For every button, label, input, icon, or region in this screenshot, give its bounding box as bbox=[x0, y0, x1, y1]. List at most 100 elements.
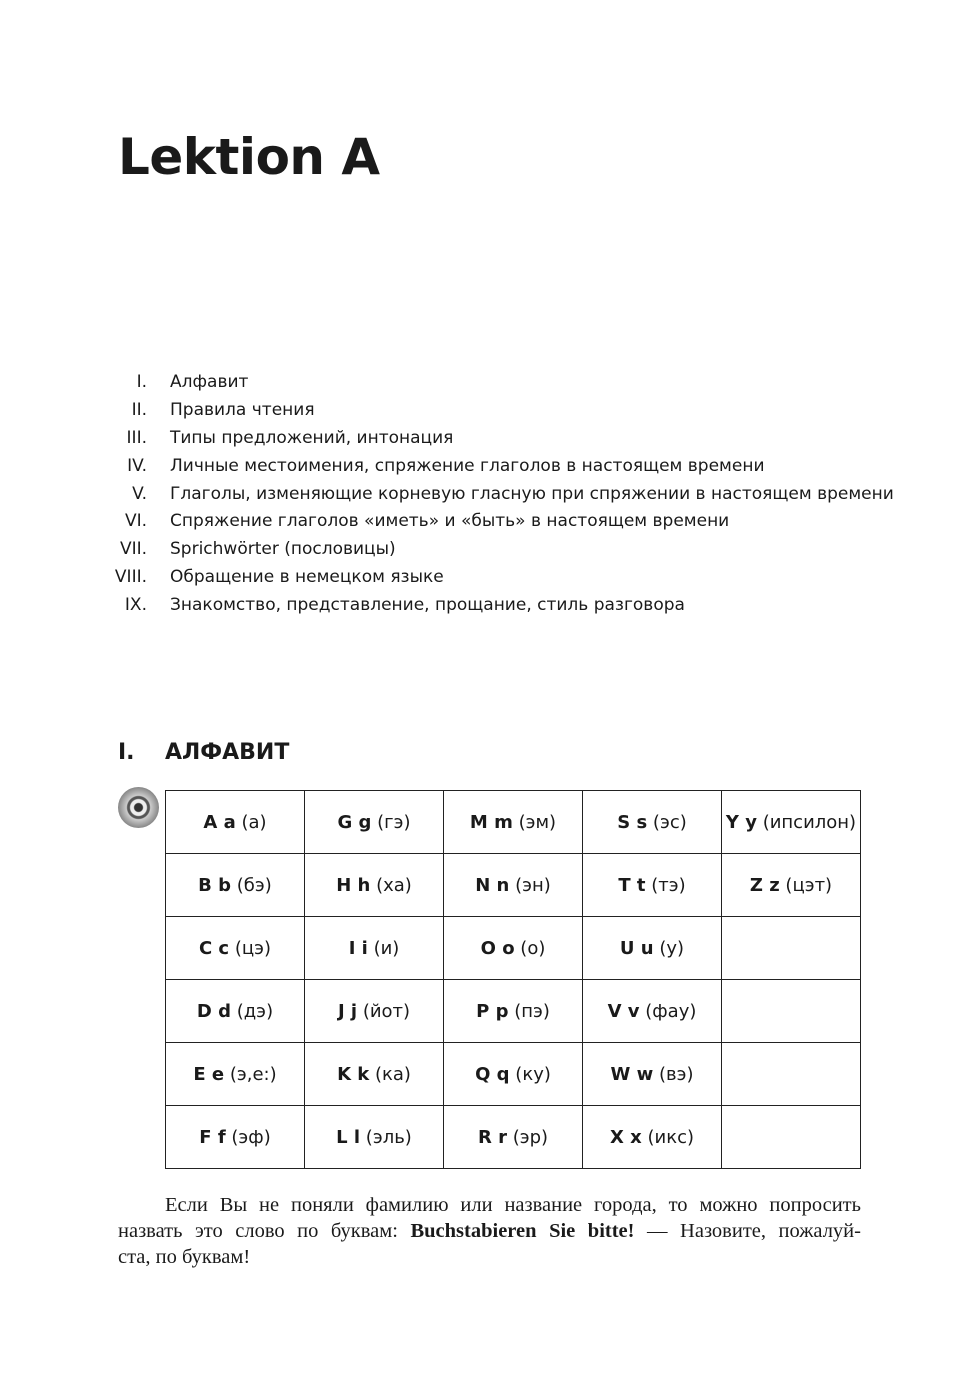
letter-cell bbox=[721, 916, 861, 980]
toc-item: VIII. Обращение в немецком языке bbox=[100, 563, 894, 591]
text: назвать это слово по буквам: bbox=[118, 1220, 411, 1242]
letter-cell: V v (фау) bbox=[582, 979, 722, 1043]
letter: V v bbox=[607, 1000, 640, 1022]
toc-item: III. Типы предложений, интонация bbox=[100, 424, 894, 452]
letter-cell: J j (йот) bbox=[304, 979, 444, 1043]
table-row: B b (бэ) H h (ха) N n (эн) T t (тэ) Z z (цэт… bbox=[165, 853, 861, 917]
letter-cell: M m (эм) bbox=[443, 790, 583, 854]
toc-number: II. bbox=[131, 399, 147, 420]
letter-cell bbox=[721, 979, 861, 1043]
letter-cell: I i (и) bbox=[304, 916, 444, 980]
letter-cell: K k (ка) bbox=[304, 1042, 444, 1106]
pronunciation: (ка) bbox=[374, 1063, 411, 1085]
pronunciation: (и) bbox=[373, 937, 400, 959]
letter-cell: S s (эс) bbox=[582, 790, 722, 854]
letter: A a bbox=[203, 811, 236, 833]
section-number: I. bbox=[118, 740, 135, 765]
toc-number: III. bbox=[126, 427, 147, 448]
letter-cell: U u (у) bbox=[582, 916, 722, 980]
toc-item: VI. Спряжение глаголов «иметь» и «быть» в… bbox=[100, 507, 894, 535]
table-row: D d (дэ) J j (йот) P p (пэ) V v (фау) bbox=[165, 979, 861, 1043]
pronunciation: (эм) bbox=[518, 811, 557, 833]
pronunciation: (ку) bbox=[515, 1063, 551, 1085]
pronunciation: (ха) bbox=[376, 874, 412, 896]
toc-text: Личные местоимения, спряжение глаголов в… bbox=[170, 455, 765, 476]
letter-cell: D d (дэ) bbox=[165, 979, 305, 1043]
letter: S s bbox=[617, 811, 648, 833]
letter: X x bbox=[609, 1126, 642, 1148]
letter-cell: C c (цэ) bbox=[165, 916, 305, 980]
table-row: F f (эф) L l (эль) R r (эр) X x (икс) bbox=[165, 1105, 861, 1169]
letter: Q q bbox=[475, 1063, 510, 1085]
toc-text: Обращение в немецком языке bbox=[170, 567, 444, 588]
text: — Назовите, пожалуй- bbox=[634, 1220, 861, 1242]
letter-cell: R r (эр) bbox=[443, 1105, 583, 1169]
letter: E e bbox=[193, 1063, 225, 1085]
letter: O o bbox=[480, 937, 515, 959]
letter-cell: E e (э,е:) bbox=[165, 1042, 305, 1106]
toc-text: Знакомство, представление, прощание, сти… bbox=[170, 595, 685, 616]
letter: K k bbox=[337, 1063, 370, 1085]
toc-number: VIII. bbox=[114, 567, 147, 588]
toc-item: II. Правила чтения bbox=[100, 396, 894, 424]
toc-number: VII. bbox=[119, 539, 147, 560]
table-row: C c (цэ) I i (и) O o (о) U u (у) bbox=[165, 916, 861, 980]
toc-text: Sprichwörter (пословицы) bbox=[170, 539, 396, 560]
page-title: Lektion A bbox=[118, 128, 380, 186]
toc-number: I. bbox=[136, 371, 147, 392]
letter-cell: Q q (ку) bbox=[443, 1042, 583, 1106]
letter-cell: G g (гэ) bbox=[304, 790, 444, 854]
letter-cell: N n (эн) bbox=[443, 853, 583, 917]
letter-cell: W w (вэ) bbox=[582, 1042, 722, 1106]
section-title: АЛФАВИТ bbox=[165, 740, 290, 765]
alphabet-table: A a (а) G g (гэ) M m (эм) S s (эс) Y y (ипси… bbox=[165, 790, 861, 1169]
letter: Z z bbox=[749, 874, 780, 896]
letter: I i bbox=[348, 937, 368, 959]
letter-cell: F f (эф) bbox=[165, 1105, 305, 1169]
toc-text: Типы предложений, интонация bbox=[170, 427, 454, 448]
pronunciation: (йот) bbox=[362, 1000, 411, 1022]
letter: N n bbox=[475, 874, 510, 896]
letter-cell: T t (тэ) bbox=[582, 853, 722, 917]
letter: C c bbox=[198, 937, 230, 959]
section-heading: I. АЛФАВИТ bbox=[118, 740, 289, 765]
letter: R r bbox=[477, 1126, 507, 1148]
letter-cell: B b (бэ) bbox=[165, 853, 305, 917]
toc-text: Глаголы, изменяющие корневую гласную при… bbox=[170, 483, 894, 504]
pronunciation: (фау) bbox=[645, 1000, 697, 1022]
pronunciation: (бэ) bbox=[236, 874, 272, 896]
letter: P p bbox=[476, 1000, 509, 1022]
toc-text: Спряжение глаголов «иметь» и «быть» в на… bbox=[170, 511, 730, 532]
pronunciation: (а) bbox=[241, 811, 267, 833]
pronunciation: (о) bbox=[520, 937, 546, 959]
letter-cell: Z z (цэт) bbox=[721, 853, 861, 917]
letter: D d bbox=[196, 1000, 231, 1022]
pronunciation: (эс) bbox=[652, 811, 687, 833]
toc-item: VII. Sprichwörter (пословицы) bbox=[100, 535, 894, 563]
pronunciation: (эль) bbox=[365, 1126, 412, 1148]
letter-cell: X x (икс) bbox=[582, 1105, 722, 1169]
table-row: E e (э,е:) K k (ка) Q q (ку) W w (вэ) bbox=[165, 1042, 861, 1106]
pronunciation: (э,е:) bbox=[229, 1063, 277, 1085]
letter: W w bbox=[610, 1063, 654, 1085]
letter: M m bbox=[469, 811, 513, 833]
toc-number: V. bbox=[132, 483, 147, 504]
paragraph-line: ста, по буквам! bbox=[118, 1246, 251, 1268]
pronunciation: (ипсилон) bbox=[762, 811, 857, 833]
toc-item: IX. Знакомство, представление, прощание, … bbox=[100, 591, 894, 619]
table-of-contents: I. Алфавит II. Правила чтения III. Типы предл… bbox=[100, 368, 894, 619]
toc-item: I. Алфавит bbox=[100, 368, 894, 396]
paragraph-line: Если Вы не поняли фамилию или название г… bbox=[165, 1194, 861, 1216]
letter: T t bbox=[618, 874, 646, 896]
toc-number: IV. bbox=[127, 455, 147, 476]
letter: Y y bbox=[725, 811, 757, 833]
toc-item: V. Глаголы, изменяющие корневую гласную п… bbox=[100, 480, 894, 508]
toc-text: Правила чтения bbox=[170, 399, 315, 420]
letter-cell bbox=[721, 1105, 861, 1169]
paragraph-line: назвать это слово по буквам: Buchstabier… bbox=[118, 1218, 861, 1244]
pronunciation: (эр) bbox=[512, 1126, 549, 1148]
pronunciation: (тэ) bbox=[651, 874, 686, 896]
letter: G g bbox=[337, 811, 372, 833]
letter: B b bbox=[198, 874, 232, 896]
